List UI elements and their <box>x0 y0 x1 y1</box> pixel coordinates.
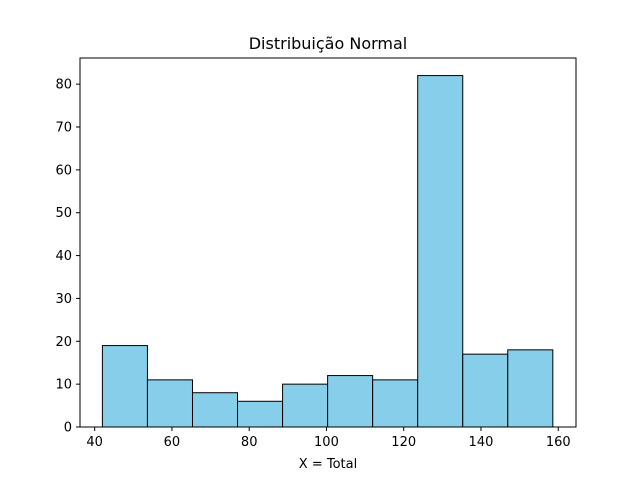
histogram-bar-8 <box>417 75 464 428</box>
x-axis-label: X = Total <box>299 457 357 472</box>
y-axis-ticks: 0 10 20 30 40 50 60 70 80 <box>55 78 80 436</box>
chart-title: Distribuição Normal <box>249 34 408 53</box>
histogram-bar-5 <box>282 383 329 428</box>
x-tick-label: 80 <box>241 435 258 450</box>
histogram-bar-4 <box>237 400 284 428</box>
y-tick-label: 40 <box>55 249 72 264</box>
y-tick-label: 70 <box>55 121 72 136</box>
histogram-bar-9 <box>462 353 509 428</box>
x-tick-label: 40 <box>86 435 103 450</box>
histogram-bar-6 <box>327 375 374 428</box>
x-tick-label: 160 <box>546 435 571 450</box>
y-tick-label: 20 <box>55 335 72 350</box>
histogram-bar-7 <box>372 379 419 428</box>
y-tick-label: 60 <box>55 163 72 178</box>
bars-group <box>101 75 554 428</box>
y-tick-label: 0 <box>64 421 72 436</box>
x-tick-label: 120 <box>391 435 416 450</box>
y-tick-label: 80 <box>55 78 72 93</box>
histogram-bar-3 <box>191 392 239 428</box>
y-tick-label: 10 <box>55 378 72 393</box>
histogram-bar-10 <box>507 349 554 428</box>
x-axis-ticks: 40 60 80 100 120 140 160 <box>86 427 571 450</box>
plot-frame <box>79 57 577 428</box>
histogram-bar-1 <box>101 345 148 428</box>
histogram-bar-2 <box>146 379 193 428</box>
x-tick-label: 100 <box>314 435 339 450</box>
y-tick-label: 30 <box>55 292 72 307</box>
x-tick-label: 60 <box>164 435 181 450</box>
y-tick-label: 50 <box>55 206 72 221</box>
x-tick-label: 140 <box>469 435 494 450</box>
